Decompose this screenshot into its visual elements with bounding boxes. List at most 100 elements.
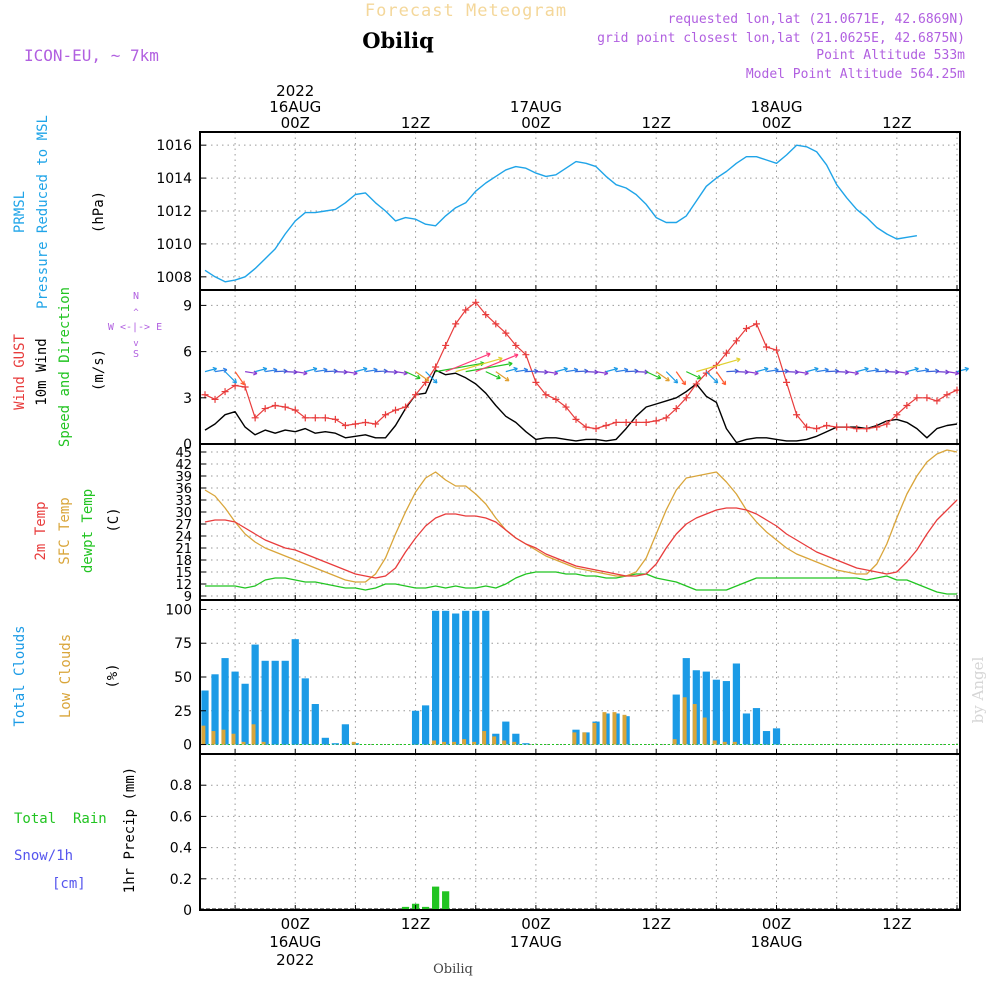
y-tick-label: 1014 [156, 171, 192, 187]
total-cloud-bar [331, 743, 339, 745]
model-point-altitude: Model Point Altitude 564.25m [746, 67, 965, 82]
bottom-time-label: 12Z [401, 915, 430, 933]
low-cloud-bar [472, 741, 477, 745]
rain-bar [442, 891, 450, 910]
wind-dir-arrow [355, 367, 368, 373]
gust-point [843, 423, 851, 431]
marks-layer [200, 144, 970, 910]
total-cloud-bar [341, 724, 349, 745]
wind-dir-arrow [856, 367, 869, 373]
wind-dir-arrowhead [804, 370, 809, 376]
low-cloud-bar [442, 741, 447, 745]
wind-dir-arrow [946, 371, 959, 375]
total-cloud-bar [672, 694, 680, 745]
footer-location: Obiliq [433, 962, 473, 977]
wind10m-label: 10m Wind [34, 338, 50, 405]
prmsl-label: PRMSL [12, 191, 28, 233]
top-time-label: 18AUG [751, 98, 803, 116]
wind-dir-arrow [806, 367, 819, 373]
bottom-time-label: 00Z [521, 915, 550, 933]
gust-point [291, 406, 299, 414]
wind-dir-arrow [655, 371, 670, 382]
y-tick-label: 25 [174, 704, 192, 720]
y-tick-label: 0.6 [170, 809, 192, 825]
gust-point [492, 320, 500, 328]
model-label: ICON-EU, ~ 7km [24, 46, 159, 65]
wind-dir-arrow [675, 371, 686, 386]
total-cloud-bar [752, 708, 761, 745]
total-cloud-bar [251, 644, 259, 745]
axes-layer: 1008101010121014101603699121518212427303… [156, 82, 958, 969]
gust-point [923, 394, 931, 402]
gust-point [803, 423, 811, 431]
total-cloud-bar [512, 733, 520, 745]
wind-dir-arrowhead [914, 366, 919, 372]
wind-dir-arrow [715, 371, 727, 386]
wind-dir-arrow [575, 370, 589, 373]
total-cloud-bar [311, 704, 319, 745]
wind-dir-arrowhead [240, 380, 245, 386]
rain-bar [401, 906, 410, 910]
gust-point [311, 414, 319, 422]
bottom-time-label: 18AUG [751, 933, 803, 951]
low-cloud-bar [612, 712, 617, 745]
wind-dir-arrowhead [904, 370, 910, 376]
y-tick-label: 9 [183, 298, 192, 314]
wind-dir-arrowhead [665, 376, 670, 382]
wind-dir-arrowhead [603, 370, 609, 376]
y-tick-label: 45 [175, 446, 192, 461]
y-tick-label: 0 [183, 903, 192, 919]
wind-dir-arrow [696, 358, 741, 373]
wind-dir-arrow [245, 371, 258, 375]
y-tick-label: 1012 [156, 204, 192, 220]
wind-dir-arrowhead [656, 374, 662, 380]
bottom-time-label: 12Z [882, 915, 911, 933]
gust-point [943, 391, 951, 399]
t2m-label: 2m Temp [33, 501, 49, 560]
wind-dir-arrow [926, 370, 939, 373]
low-cloud-bar [582, 732, 587, 745]
gust-point [592, 425, 600, 433]
gust-point [351, 420, 359, 428]
precip-unit-label: 1hr Precip (mm) [122, 767, 138, 893]
wind-dir-arrow [425, 371, 438, 384]
wind-dir-arrow [705, 371, 719, 384]
total-cloud-bar [411, 710, 420, 745]
gust-point [281, 403, 289, 411]
total-clouds-label: Total Clouds [12, 625, 28, 726]
low-cloud-bar [221, 729, 226, 745]
y-tick-label: 12 [175, 578, 192, 593]
wind-dir-arrow [956, 367, 969, 373]
total-cloud-bar [261, 660, 269, 745]
top-time-label: 12Z [642, 114, 671, 132]
total-rain-label: Total Rain [14, 811, 107, 827]
total-cloud-bar [472, 610, 480, 745]
gust-point [883, 420, 891, 428]
gust-point [682, 394, 690, 402]
wind-dir-arrow [495, 371, 510, 382]
low-clouds-label: Low Clouds [58, 634, 74, 718]
y-tick-label: 9 [184, 590, 192, 605]
y-tick-label: 27 [175, 518, 192, 533]
dewpt-line [205, 571, 957, 595]
bottom-time-label: 12Z [642, 915, 671, 933]
low-cloud-bar [512, 741, 517, 745]
low-cloud-bar [482, 731, 487, 745]
total-cloud-bar [231, 671, 239, 745]
wind-dir-arrow [415, 371, 430, 382]
wind-speed-line [204, 369, 958, 444]
wind-dir-arrowhead [504, 376, 510, 382]
wind-dir-arrowhead [416, 374, 421, 380]
gust-point [582, 423, 590, 431]
low-cloud-bar [712, 740, 717, 745]
gust-label: Wind GUST [12, 334, 28, 410]
top-time-label: 12Z [401, 114, 430, 132]
wind-dir-arrowhead [303, 370, 308, 376]
bottom-time-label: 00Z [762, 915, 791, 933]
gust-point [853, 425, 861, 433]
total-cloud-bar [462, 610, 470, 745]
low-cloud-bar [452, 741, 457, 745]
gust-point [472, 298, 480, 306]
low-cloud-bar [211, 731, 216, 745]
